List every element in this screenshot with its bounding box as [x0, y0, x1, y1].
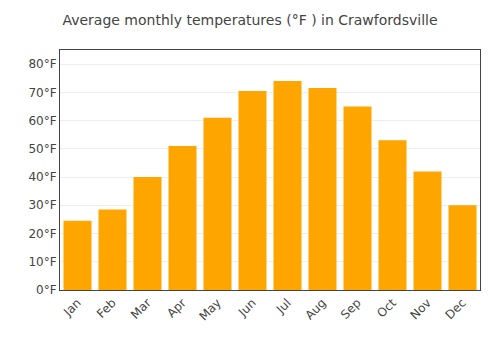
svg-text:May: May [196, 296, 223, 323]
svg-text:Apr: Apr [164, 296, 189, 321]
svg-text:Sep: Sep [338, 296, 364, 322]
svg-text:60°F: 60°F [28, 114, 56, 128]
svg-text:70°F: 70°F [28, 86, 56, 100]
svg-text:Jul: Jul [273, 296, 294, 317]
svg-text:40°F: 40°F [28, 170, 56, 184]
svg-text:Aug: Aug [302, 296, 328, 322]
svg-text:Nov: Nov [407, 296, 433, 322]
svg-text:80°F: 80°F [28, 57, 56, 71]
svg-text:Dec: Dec [443, 296, 469, 322]
svg-text:Mar: Mar [128, 296, 154, 322]
svg-text:Jan: Jan [60, 296, 84, 320]
svg-text:Oct: Oct [374, 296, 399, 321]
svg-text:20°F: 20°F [28, 227, 56, 241]
svg-text:Jun: Jun [235, 296, 259, 320]
svg-text:50°F: 50°F [28, 142, 56, 156]
svg-text:30°F: 30°F [28, 198, 56, 212]
svg-text:0°F: 0°F [36, 283, 57, 297]
svg-text:Average monthly temperatures (: Average monthly temperatures (°F ) in Cr… [62, 12, 437, 28]
svg-text:Feb: Feb [94, 296, 119, 321]
svg-text:10°F: 10°F [28, 255, 56, 269]
